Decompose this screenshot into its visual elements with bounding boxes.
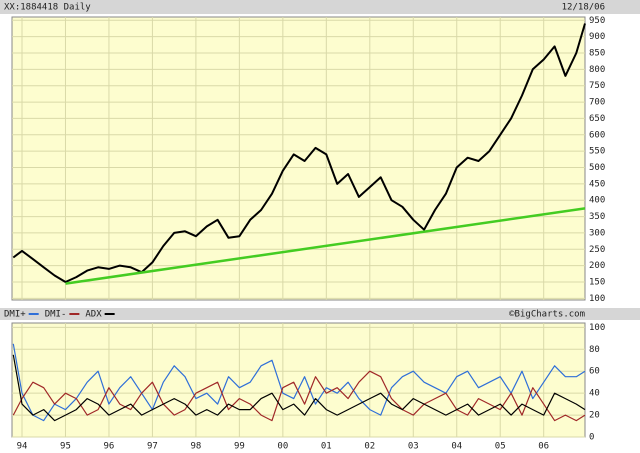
y-tick-label: 750: [589, 81, 605, 91]
y-tick-label: 900: [589, 32, 605, 42]
source-label: ©BigCharts.com: [509, 310, 585, 320]
x-tick-label: 99: [234, 442, 245, 452]
chart-title: XX:1884418 Daily: [4, 3, 91, 13]
x-tick-label: 04: [451, 442, 462, 452]
y-tick-label: 60: [589, 367, 600, 377]
x-tick-label: 97: [147, 442, 158, 452]
y-tick-label: 150: [589, 278, 605, 288]
x-tick-label: 05: [495, 442, 506, 452]
y-tick-label: 950: [589, 16, 605, 26]
x-tick-label: 01: [321, 442, 332, 452]
y-tick-label: 100: [589, 294, 605, 304]
header-bar: [0, 0, 640, 14]
y-tick-label: 200: [589, 261, 605, 271]
y-tick-label: 250: [589, 245, 605, 255]
plot-area: [11, 16, 586, 301]
x-tick-label: 00: [277, 442, 288, 452]
series-line: [12, 343, 586, 422]
y-tick-label: 500: [589, 163, 605, 173]
x-tick-label: 06: [538, 442, 549, 452]
date-label: 12/18/06: [562, 3, 605, 13]
y-tick-label: 600: [589, 130, 605, 140]
x-tick-label: 98: [190, 442, 201, 452]
y-tick-label: 550: [589, 147, 605, 157]
legend-label: DMI-: [45, 310, 67, 320]
x-tick-label: 02: [364, 442, 375, 452]
indicator-bar: [0, 308, 640, 320]
y-tick-label: 650: [589, 114, 605, 124]
y-tick-label: 850: [589, 48, 605, 58]
series-line: [12, 354, 586, 422]
x-tick-label: 94: [17, 442, 28, 452]
plot-area: [11, 322, 586, 438]
legend-label: DMI+: [4, 310, 26, 320]
y-tick-label: 450: [589, 179, 605, 189]
y-tick-label: 80: [589, 345, 600, 355]
y-tick-label: 400: [589, 196, 605, 206]
y-tick-label: 20: [589, 411, 600, 421]
y-tick-label: 100: [589, 323, 605, 333]
y-tick-label: 700: [589, 98, 605, 108]
y-tick-label: 40: [589, 389, 600, 399]
series-line: [12, 370, 586, 422]
series-line: [12, 23, 586, 283]
y-tick-label: 350: [589, 212, 605, 222]
x-tick-label: 95: [60, 442, 71, 452]
legend-label: ADX: [85, 310, 102, 320]
x-tick-label: 96: [104, 442, 115, 452]
y-tick-label: 0: [589, 433, 594, 443]
trend-line: [65, 207, 586, 285]
x-tick-label: 03: [408, 442, 419, 452]
y-tick-label: 300: [589, 228, 605, 238]
y-tick-label: 800: [589, 65, 605, 75]
